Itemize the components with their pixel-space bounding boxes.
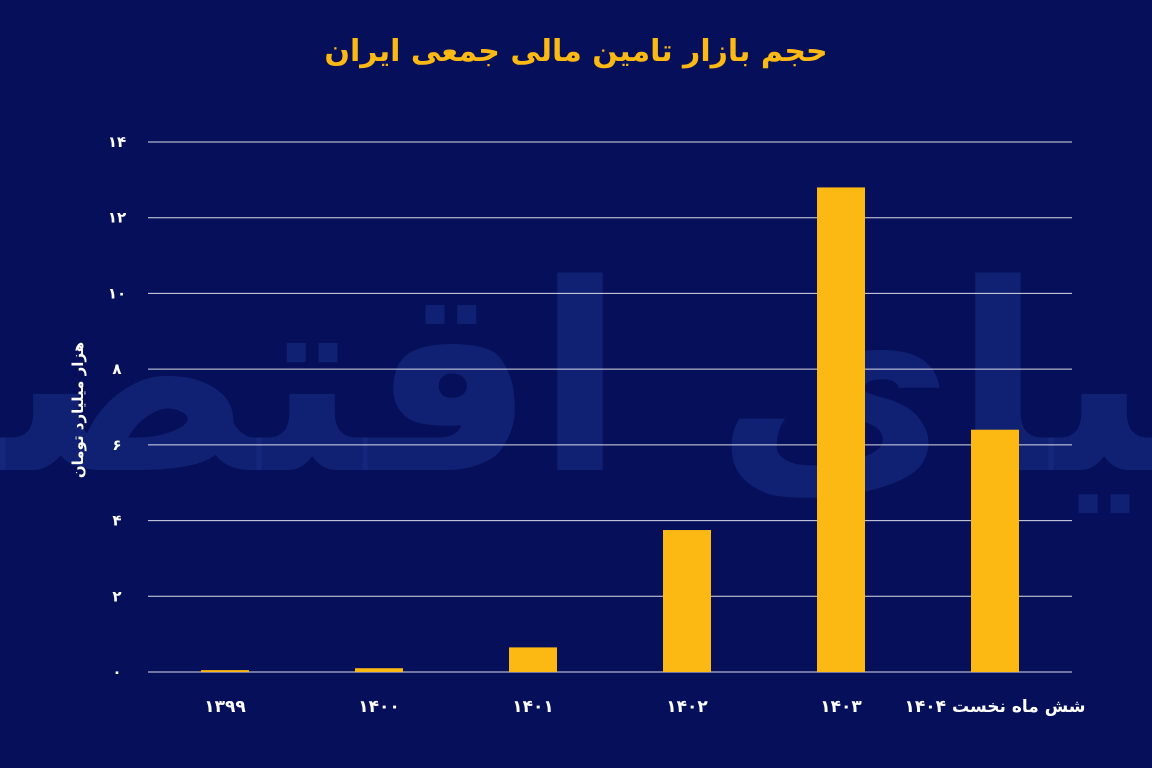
- y-tick-label: ۰: [112, 663, 121, 681]
- y-axis-label: هزار میلیارد تومان: [69, 341, 87, 479]
- y-tick-label: ۸: [112, 360, 121, 378]
- bar: [509, 647, 557, 672]
- y-tick-label: ۱۴: [108, 133, 126, 151]
- y-tick-label: ۱۲: [108, 209, 126, 227]
- chart-title: حجم بازار تامین مالی جمعی ایران: [324, 34, 828, 69]
- y-tick-label: ۴: [112, 512, 121, 530]
- bar: [355, 668, 403, 672]
- bar: [971, 429, 1019, 672]
- x-tick-label: ۱۴۰۰: [358, 697, 400, 717]
- x-tick-label: ۱۴۰۱: [512, 697, 554, 717]
- y-tick-label: ۱۰: [108, 284, 126, 302]
- watermark-logo: دنیای اقتصاد: [0, 230, 1152, 532]
- bar: [201, 670, 249, 672]
- x-tick-label: شش ماه نخست ۱۴۰۴: [905, 697, 1086, 717]
- watermark-text: دنیای اقتصاد: [0, 230, 1152, 532]
- x-tick-label: ۱۴۰۳: [820, 697, 862, 717]
- x-axis-ticks: ۱۳۹۹ ۱۴۰۰ ۱۴۰۱ ۱۴۰۲ ۱۴۰۳ شش ماه نخست ۱۴۰۴: [204, 697, 1085, 717]
- bars: [201, 187, 1019, 672]
- grid-lines: [148, 141, 1072, 673]
- y-axis-ticks: ۰ ۲ ۴ ۶ ۸ ۱۰ ۱۲ ۱۴: [108, 133, 126, 681]
- x-tick-label: ۱۳۹۹: [204, 697, 246, 717]
- bar: [663, 530, 711, 672]
- bar: [817, 187, 865, 672]
- y-tick-label: ۲: [112, 587, 121, 605]
- x-tick-label: ۱۴۰۲: [666, 697, 708, 717]
- y-tick-label: ۶: [112, 436, 121, 454]
